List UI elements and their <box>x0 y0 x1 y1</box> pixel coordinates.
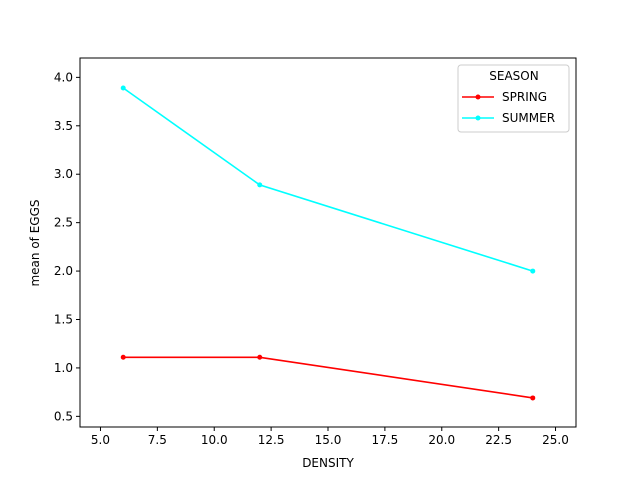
y-tick-label: 1.5 <box>54 312 73 326</box>
y-axis-title: mean of EGGS <box>28 199 42 286</box>
x-tick-label: 10.0 <box>201 433 228 447</box>
legend: SEASON SPRING SUMMER <box>457 64 570 133</box>
data-point-summer <box>530 268 536 274</box>
series-lines <box>120 85 536 401</box>
legend-marker-spring <box>475 94 481 100</box>
data-point-spring <box>120 354 126 360</box>
x-tick-label: 5.0 <box>91 433 110 447</box>
x-tick-label: 25.0 <box>542 433 569 447</box>
x-tick-label: 12.5 <box>258 433 285 447</box>
data-point-spring <box>257 354 263 360</box>
x-axis-title: DENSITY <box>302 456 354 470</box>
y-tick-label: 0.5 <box>54 409 73 423</box>
x-tick-label: 15.0 <box>315 433 342 447</box>
legend-label-summer: SUMMER <box>502 111 555 125</box>
x-axis-ticks: 5.0 7.5 10.0 12.5 15.0 17.5 20.0 22.5 25.0 <box>91 427 569 447</box>
x-tick-label: 17.5 <box>372 433 399 447</box>
legend-entries: SPRING SUMMER <box>462 90 555 125</box>
y-axis-ticks: 0.5 1.0 1.5 2.0 2.5 3.0 3.5 4.0 <box>54 70 80 423</box>
y-tick-label: 4.0 <box>54 70 73 84</box>
data-point-summer <box>120 85 126 91</box>
x-tick-label: 7.5 <box>148 433 167 447</box>
x-tick-label: 22.5 <box>485 433 512 447</box>
data-point-summer <box>257 182 263 188</box>
y-tick-label: 2.5 <box>54 216 73 230</box>
data-point-spring <box>530 395 536 401</box>
y-tick-label: 2.0 <box>54 264 73 278</box>
legend-title: SEASON <box>489 69 538 83</box>
x-tick-label: 20.0 <box>428 433 455 447</box>
y-tick-label: 1.0 <box>54 361 73 375</box>
y-tick-label: 3.5 <box>54 119 73 133</box>
plot-area: 5.0 7.5 10.0 12.5 15.0 17.5 20.0 22.5 25.0 0.5 1.… <box>54 57 577 447</box>
legend-box <box>457 64 570 133</box>
legend-marker-summer <box>475 115 481 121</box>
y-tick-label: 3.0 <box>54 167 73 181</box>
legend-label-spring: SPRING <box>502 90 547 104</box>
